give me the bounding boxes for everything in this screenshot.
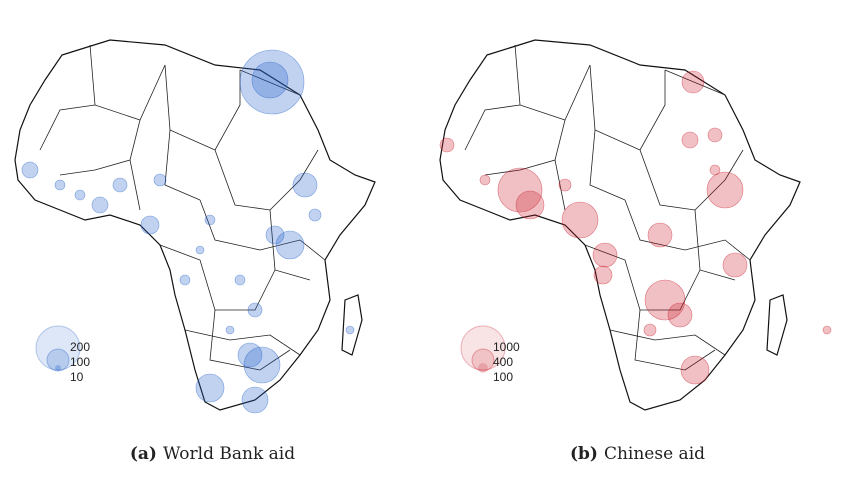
caption-text: World Bank aid bbox=[162, 444, 296, 464]
caption-letter: (a) bbox=[129, 444, 157, 464]
africa-outline bbox=[439, 39, 801, 411]
legend-label-small: 10 bbox=[70, 370, 84, 384]
legend-label-large: 1000 bbox=[493, 340, 520, 354]
caption-chinese: (b) Chinese aid bbox=[425, 444, 850, 464]
caption-letter: (b) bbox=[569, 444, 598, 464]
africa-map-world-bank: 200 100 10 bbox=[14, 39, 376, 414]
country-borders bbox=[464, 44, 751, 371]
legend-world-bank: 200 100 10 bbox=[35, 325, 90, 384]
africa-map-chinese: 1000 400 100 bbox=[439, 39, 832, 411]
legend-label-medium: 400 bbox=[493, 355, 513, 369]
caption-world-bank: (a) World Bank aid bbox=[0, 444, 425, 464]
country-borders bbox=[39, 44, 326, 371]
panel-chinese: 1000 400 100 (b) Chinese aid bbox=[425, 0, 850, 491]
panel-world-bank: 200 100 10 (a) World Bank aid bbox=[0, 39, 425, 464]
aid-markers-chinese bbox=[439, 70, 832, 385]
legend-label-small: 100 bbox=[493, 370, 513, 384]
legend-chinese: 1000 400 100 bbox=[460, 325, 520, 384]
legend-label-large: 200 bbox=[70, 340, 90, 354]
caption-text: Chinese aid bbox=[603, 444, 706, 464]
legend-label-medium: 100 bbox=[70, 355, 90, 369]
africa-outline bbox=[14, 39, 376, 411]
aid-markers-world-bank bbox=[21, 49, 355, 414]
